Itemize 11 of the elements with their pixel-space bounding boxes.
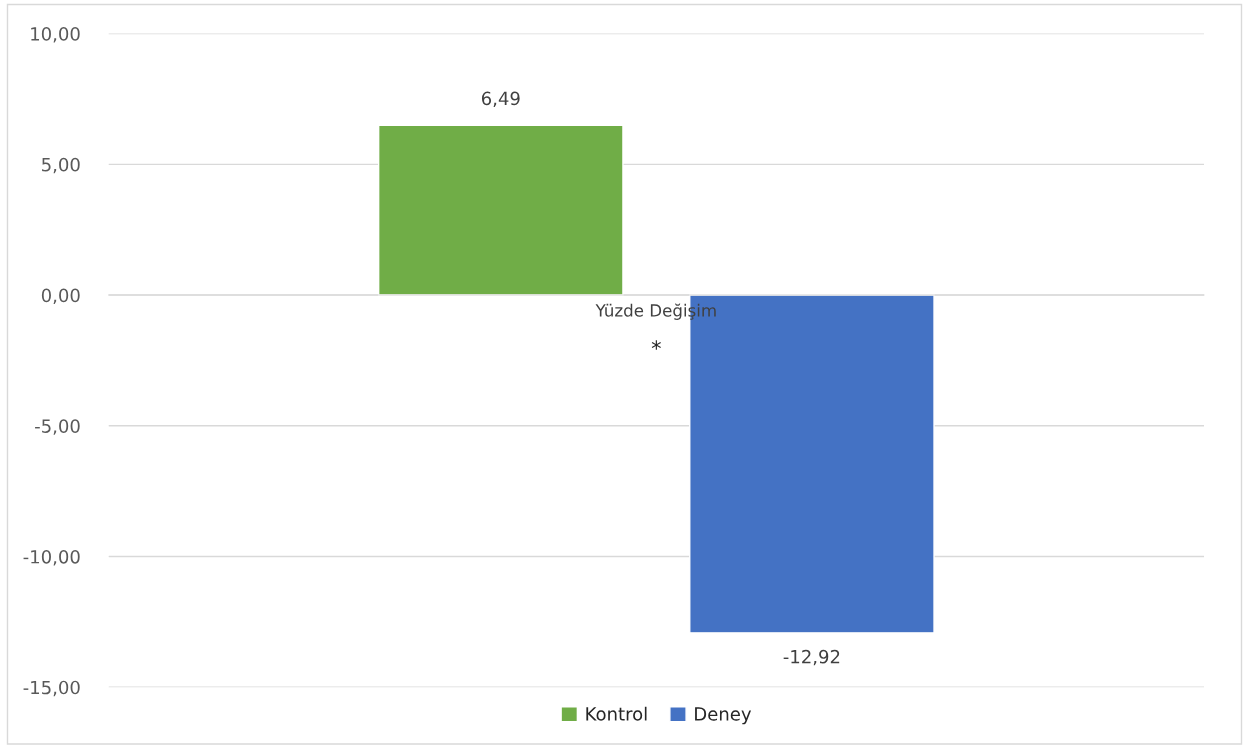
y-tick-label: -15,00	[23, 680, 80, 697]
y-tick-label: 10,00	[31, 27, 80, 43]
y-tick-label: 5,00	[42, 157, 80, 174]
legend-label: Kontrol	[586, 706, 647, 721]
legend-label: Deney	[695, 707, 752, 725]
data-label: 6,49	[481, 91, 520, 108]
y-tick-label: -10,00	[23, 549, 80, 566]
y-tick-label: -5,00	[35, 419, 80, 435]
data-label: -12,92	[783, 649, 840, 666]
annotation: *	[651, 340, 661, 350]
y-tick-label: 0,00	[41, 288, 80, 305]
